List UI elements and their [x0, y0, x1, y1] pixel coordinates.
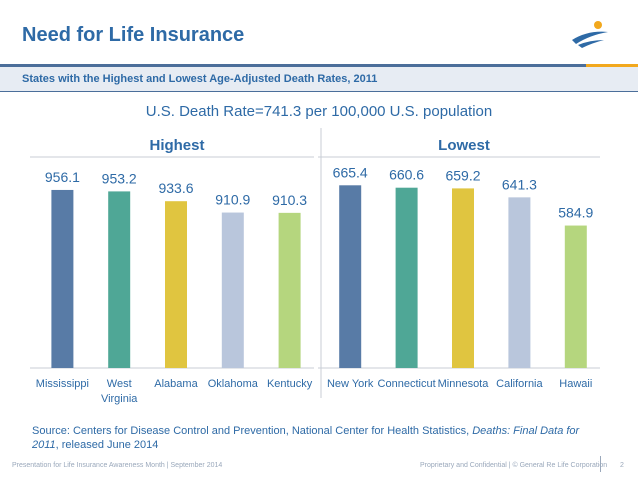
category-label-lowest-3: California — [496, 378, 543, 390]
value-label-lowest-0: 665.4 — [333, 164, 368, 180]
category-label-lowest-0: New York — [327, 378, 374, 390]
bar-highest-0 — [51, 189, 74, 368]
category-label-highest-1: West — [107, 378, 132, 390]
page-number: 2 — [620, 462, 624, 469]
panel-title-lowest: Lowest — [438, 137, 490, 154]
source-note: Source: Centers for Disease Control and … — [32, 424, 592, 452]
bar-highest-2 — [165, 201, 187, 368]
value-label-highest-1: 953.2 — [102, 170, 137, 186]
category-label-highest-2: Alabama — [154, 378, 198, 390]
panel-title-highest: Highest — [149, 137, 204, 154]
category-label-highest-0: Mississippi — [36, 378, 89, 390]
value-label-highest-0: 956.1 — [45, 169, 80, 185]
value-label-lowest-4: 584.9 — [558, 205, 593, 221]
page-title: Need for Life Insurance — [22, 24, 245, 46]
source-prefix: Source: Centers for Disease Control and … — [32, 425, 473, 437]
category-label-lowest-1: Connecticut — [378, 378, 436, 390]
value-label-highest-3: 910.9 — [215, 192, 250, 208]
value-label-lowest-3: 641.3 — [502, 176, 537, 192]
category-label-lowest-4: Hawaii — [559, 378, 592, 390]
header-rule — [0, 64, 638, 67]
bar-highest-3 — [221, 212, 244, 368]
bar-lowest-4 — [564, 225, 587, 368]
bar-lowest-2 — [452, 188, 474, 368]
category-label-highest-1-line1: Virginia — [101, 393, 138, 405]
source-title: Deaths: Final Data for 2011 — [32, 425, 580, 451]
life-happens-logo-icon — [572, 21, 608, 48]
category-label-highest-4: Kentucky — [267, 378, 313, 390]
header-accent-rule — [586, 64, 638, 67]
value-label-lowest-2: 659.2 — [445, 167, 480, 183]
death-rate-chart: Highest 956.1 Mississippi 953.2 West Virginia… — [30, 128, 600, 405]
band-subtitle: States with the Highest and Lowest Age-A… — [22, 73, 378, 85]
bar-lowest-1 — [395, 187, 418, 368]
chart-subtitle: U.S. Death Rate=741.3 per 100,000 U.S. p… — [145, 103, 493, 120]
footer-copyright: Proprietary and Confidential | © General… — [420, 462, 608, 469]
band-rule — [0, 91, 638, 92]
value-label-lowest-1: 660.6 — [389, 167, 424, 183]
bar-lowest-0 — [339, 185, 362, 368]
source-suffix: , released June 2014 — [55, 439, 159, 451]
footer-divider — [600, 456, 601, 472]
bar-highest-1 — [108, 191, 131, 368]
footer-presentation: Presentation for Life Insurance Awarenes… — [12, 462, 223, 469]
value-label-highest-4: 910.3 — [272, 192, 307, 208]
value-label-highest-2: 933.6 — [158, 180, 193, 196]
bar-highest-4 — [278, 212, 301, 368]
category-label-highest-3: Oklahoma — [208, 378, 259, 390]
subtitle-band — [0, 67, 638, 91]
category-label-lowest-2: Minnesota — [438, 378, 490, 390]
bar-lowest-3 — [508, 197, 531, 368]
